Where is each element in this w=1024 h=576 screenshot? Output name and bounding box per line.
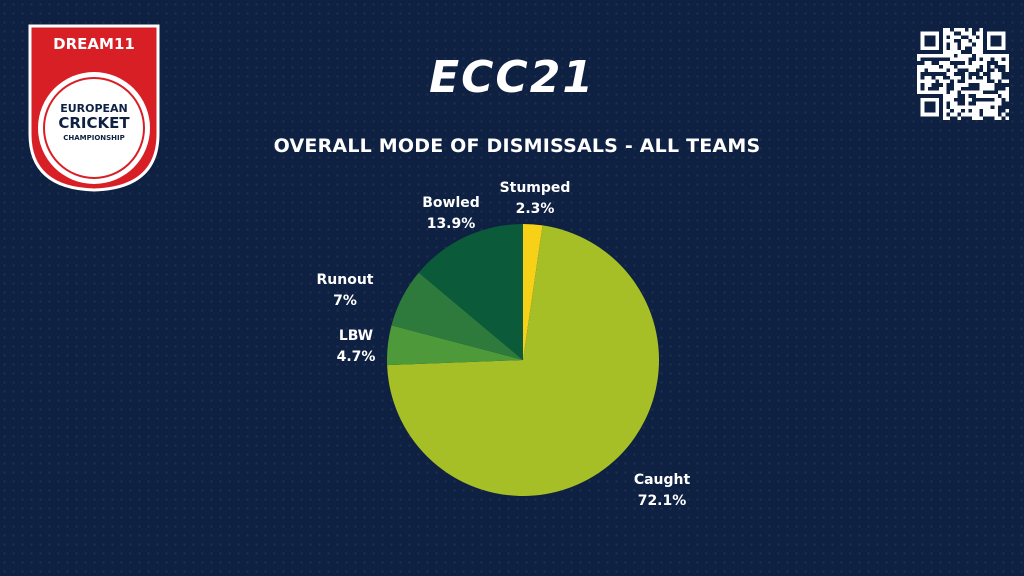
slice-label-lbw: LBW xyxy=(339,328,373,344)
chart-title: OVERALL MODE OF DISMISSALS - ALL TEAMS xyxy=(273,135,761,157)
slice-label-stumped: Stumped xyxy=(500,180,571,196)
slice-value-stumped: 2.3% xyxy=(516,201,555,217)
slice-value-bowled: 13.9% xyxy=(427,216,476,232)
slice-value-caught: 72.1% xyxy=(638,493,687,509)
sponsor-text: DREAM11 xyxy=(53,35,135,53)
ecc-logo: DREAM11 EUROPEAN CRICKET CHAMPIONSHIP xyxy=(26,22,162,192)
qr-code-graphic xyxy=(917,28,1009,120)
pie-slice-runout xyxy=(391,272,523,360)
ecc-logo-graphic: DREAM11 EUROPEAN CRICKET CHAMPIONSHIP xyxy=(28,24,160,192)
slice-value-runout: 7% xyxy=(333,293,357,309)
logo-line-3: CHAMPIONSHIP xyxy=(63,134,125,142)
logo-line-2: CRICKET xyxy=(58,114,130,132)
pie-labels: Stumped 2.3% Caught 72.1% LBW 4.7% Runout 7% Bow… xyxy=(317,180,691,509)
pie-slice-caught xyxy=(387,225,660,497)
slice-label-caught: Caught xyxy=(634,472,691,488)
brand-title: ECC21 xyxy=(429,52,595,103)
logo-line-1: EUROPEAN xyxy=(60,102,128,115)
slice-label-bowled: Bowled xyxy=(422,195,480,211)
pie-slice-stumped xyxy=(523,224,543,360)
slice-label-runout: Runout xyxy=(317,272,374,288)
pie-slices xyxy=(387,224,660,497)
pie-slice-lbw xyxy=(387,325,523,366)
pie-slice-bowled xyxy=(418,224,523,360)
slice-value-lbw: 4.7% xyxy=(337,349,376,365)
qr-code-icon xyxy=(917,28,1009,120)
